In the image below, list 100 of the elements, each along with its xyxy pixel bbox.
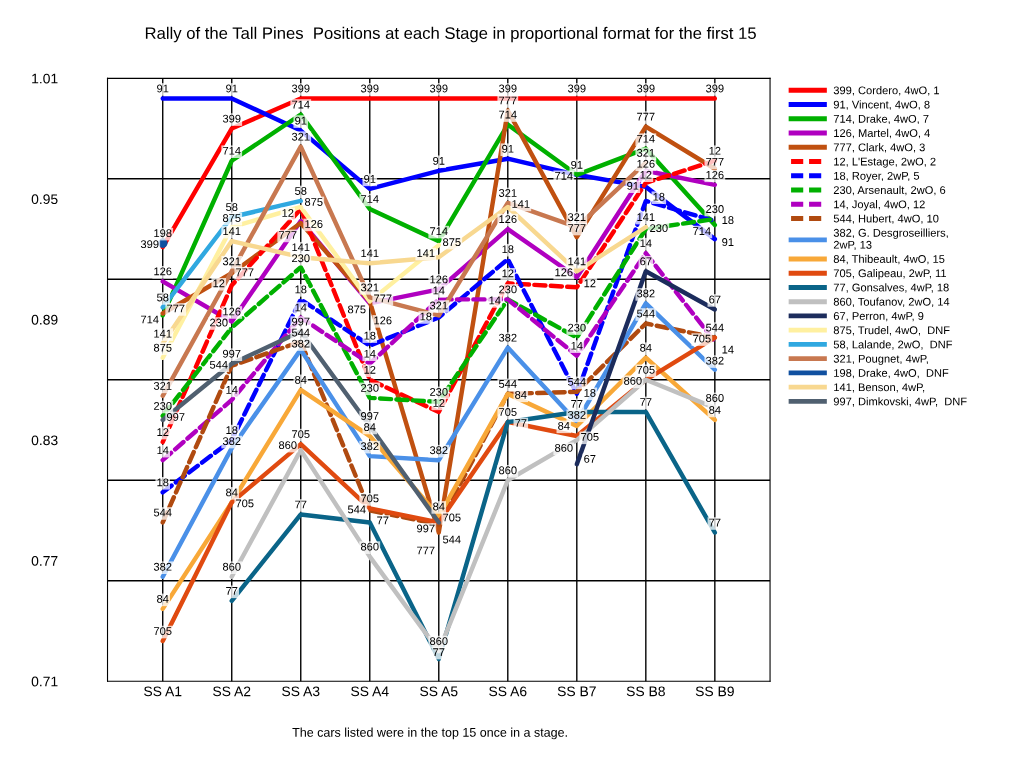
annotation: 77 xyxy=(571,400,583,408)
legend-label: 230, Arsenault, 2wO, 6 xyxy=(833,185,946,196)
annotation: 399 xyxy=(429,84,448,93)
annotation: 705 xyxy=(499,408,517,416)
annotation: 230 xyxy=(568,323,586,332)
annotation: 997 xyxy=(417,524,435,533)
annotation: 77 xyxy=(377,516,389,525)
annotation: 12 xyxy=(433,399,445,407)
annotation: 18 xyxy=(722,216,734,224)
annotation: 321 xyxy=(222,257,241,266)
annotation: 84 xyxy=(640,343,652,352)
y-tick-label: 0.83 xyxy=(31,435,58,446)
y-tick-label: 0.71 xyxy=(31,676,58,687)
annotation: 705 xyxy=(361,494,379,503)
annotation: 141 xyxy=(223,227,241,235)
annotation: 14 xyxy=(433,286,445,295)
annotation: 91 xyxy=(364,174,376,183)
x-tick-label: SS A5 xyxy=(420,686,458,697)
annotation: 382 xyxy=(153,562,172,571)
annotation: 67 xyxy=(709,295,721,304)
annotation: 91 xyxy=(295,116,307,125)
annotation: 77 xyxy=(433,648,445,656)
annotation: 230 xyxy=(706,205,724,213)
annotation: 141 xyxy=(361,249,379,258)
annotation: 14 xyxy=(489,296,501,305)
annotation: 141 xyxy=(637,213,655,221)
annotation: 84 xyxy=(515,390,527,399)
x-tick-label: SS B9 xyxy=(695,686,734,697)
legend-label: 382, G. Desgroseilliers, 2wP, 13 xyxy=(833,228,948,251)
annotation: 777 xyxy=(236,268,254,277)
annotation: 860 xyxy=(706,394,724,402)
annotation: 91 xyxy=(722,238,734,246)
annotation: 198 xyxy=(154,229,172,238)
text: The cars listed were in the top 15 once in a stage. xyxy=(292,727,567,740)
annotation: 126 xyxy=(499,215,517,224)
annotation: 997 xyxy=(223,349,241,358)
legend-label: 875, Trudel, 4wO, DNF xyxy=(833,326,950,336)
annotation: 875 xyxy=(153,343,172,352)
annotation: 544 xyxy=(153,508,172,517)
annotation: 230 xyxy=(499,285,517,294)
legend-label: 399, Cordero, 4wO, 1 xyxy=(833,86,939,96)
annotation: 18 xyxy=(502,245,514,254)
annotation: 126 xyxy=(430,275,448,284)
annotation: 230 xyxy=(430,388,448,396)
annotation: 18 xyxy=(295,285,307,294)
annotation: 91 xyxy=(226,84,238,93)
annotation: 544 xyxy=(209,360,228,369)
annotation: 399 xyxy=(705,84,724,93)
annotation: 18 xyxy=(226,426,238,435)
annotation: 714 xyxy=(637,134,655,143)
legend-label: 997, Dimkovski, 4wP, DNF xyxy=(833,397,967,407)
annotation: 58 xyxy=(295,187,307,195)
x-tick-label: SS B8 xyxy=(626,686,665,697)
annotation: 399 xyxy=(140,240,159,249)
annotation: 860 xyxy=(430,637,448,646)
annotation: 141 xyxy=(154,329,172,338)
annotation: 14 xyxy=(722,345,734,354)
annotation: 77 xyxy=(709,518,721,527)
annotation: 321 xyxy=(360,283,379,292)
legend-label: 777, Clark, 4wO, 3 xyxy=(833,143,925,153)
annotation: 141 xyxy=(568,257,586,266)
annotation: 141 xyxy=(417,249,435,257)
annotation: 705 xyxy=(154,627,172,636)
annotation: 91 xyxy=(627,181,639,190)
annotation: 705 xyxy=(637,365,655,374)
legend-label: 67, Perron, 4wP, 9 xyxy=(833,312,924,322)
x-tick-label: SS A1 xyxy=(144,686,182,697)
annotation: 544 xyxy=(498,380,517,388)
y-tick-label: 0.95 xyxy=(31,194,58,205)
annotation: 399 xyxy=(636,84,655,93)
annotation: 714 xyxy=(693,227,711,235)
annotation: 67 xyxy=(584,454,596,463)
legend-label: 860, Toufanov, 2wO, 14 xyxy=(833,297,950,308)
annotation: 997 xyxy=(292,317,310,326)
annotation: 77 xyxy=(640,398,652,406)
annotation: 705 xyxy=(292,430,310,439)
annotation: 997 xyxy=(166,413,185,421)
annotation: 67 xyxy=(640,257,652,266)
annotation: 860 xyxy=(555,443,573,452)
x-tick-label: SS A4 xyxy=(351,686,389,697)
legend-label: 58, Lalande, 2wO, DNF xyxy=(833,340,953,350)
annotation: 12 xyxy=(213,279,225,288)
annotation: 141 xyxy=(292,243,310,252)
annotation: 18 xyxy=(653,192,665,201)
annotation: 12 xyxy=(364,365,376,374)
annotation: 18 xyxy=(420,312,432,321)
annotation: 382 xyxy=(636,289,655,298)
annotation: 18 xyxy=(364,331,376,340)
annotation: 321 xyxy=(636,148,655,157)
legend-label: 126, Martel, 4wO, 4 xyxy=(834,128,930,139)
annotation: 18 xyxy=(157,478,169,487)
legend-label: 12, L'Estage, 2wO, 2 xyxy=(834,157,936,168)
legend-label: 714, Drake, 4wO, 7 xyxy=(833,114,929,125)
annotation: 126 xyxy=(555,268,573,277)
annotation: 777 xyxy=(279,231,297,239)
annotation: 230 xyxy=(210,318,228,327)
annotation: 714 xyxy=(141,315,159,324)
legend-label: 91, Vincent, 4wO, 8 xyxy=(833,100,930,110)
annotation: 14 xyxy=(364,349,376,358)
y-tick-label: 0.89 xyxy=(31,314,58,325)
